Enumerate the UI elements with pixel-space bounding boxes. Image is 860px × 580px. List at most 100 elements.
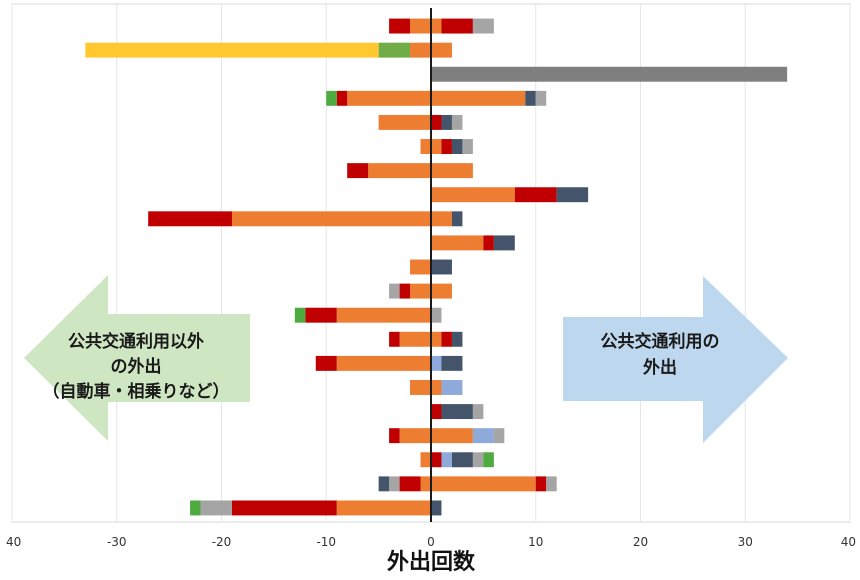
bar-segment-right [493, 235, 515, 251]
bar-segment-left [420, 476, 431, 492]
bar-segment-right [525, 90, 536, 106]
bar-segment-left [200, 500, 232, 516]
x-tick-label: -30 [107, 535, 127, 549]
bar-segment-left [85, 42, 379, 58]
bar-segment-right [431, 114, 442, 130]
bar-segment-left [305, 307, 337, 323]
x-tick-label: 20 [633, 535, 648, 549]
bar-segment-right [431, 163, 473, 179]
bar-segment-right [441, 331, 452, 347]
right-arrow: 公共交通利用の 外出 [563, 276, 788, 443]
bar-segment-right [451, 331, 463, 347]
left-arrow: 公共交通利用以外 の外出 （自動車・相乗りなど） [24, 275, 250, 441]
bar-segment-right [535, 476, 547, 492]
bar-segment-left [336, 307, 431, 323]
bar-segment-right [483, 235, 494, 251]
bar-segment-right [441, 355, 463, 371]
bar-segment-right [441, 452, 452, 468]
bar-segment-left [190, 500, 201, 516]
bar-segment-left [399, 428, 431, 444]
bar-segment-left [347, 163, 369, 179]
bar-segment-right [483, 452, 494, 468]
x-tick-label: 40 [6, 535, 21, 549]
bar-segment-left [410, 18, 431, 34]
bar-segment-left [410, 42, 431, 58]
right-arrow-line-2: 外出 [643, 357, 677, 378]
bar-segment-right [431, 355, 442, 371]
bar-segment-right [431, 476, 536, 492]
bar-segment-left [389, 283, 400, 299]
bar-segment-right [441, 139, 452, 154]
bar-segment-right [451, 211, 463, 227]
gridlines [11, 4, 851, 522]
bar-segment-right [441, 18, 473, 34]
bar-segment-left [420, 139, 431, 154]
x-tick-label: 30 [738, 535, 753, 549]
bar-segment-right [431, 380, 442, 395]
bar-segment-left [378, 42, 411, 58]
bar-segment-left [399, 283, 411, 299]
bar-segment-left [336, 500, 431, 516]
bar-segment-left [315, 355, 337, 371]
bar-segment-left [326, 90, 337, 106]
bar-segment-left [347, 90, 431, 106]
bar-segment-left [231, 500, 337, 516]
bar-segment-right [546, 476, 557, 492]
bar-segment-right [451, 139, 463, 154]
bar-segment-right [431, 428, 473, 444]
bar-segment-right [472, 404, 484, 420]
bar-segment-left [378, 114, 431, 130]
bar-segment-right [451, 114, 463, 130]
bar-segment-left [378, 476, 390, 492]
left-arrow-shape [24, 275, 250, 441]
x-tick-label: 0 [427, 535, 435, 549]
left-arrow-line-3: （自動車・相乗りなど） [43, 381, 230, 402]
bar-segment-left [231, 211, 431, 227]
x-tick-labels: 40 -30 -20 -10 0 10 20 30 40 [6, 535, 856, 549]
bar-segment-right [462, 139, 473, 154]
bar-segment-left [336, 90, 348, 106]
bar-segment-left [410, 259, 431, 275]
bar-segment-right [472, 452, 484, 468]
bar-segment-right [431, 307, 442, 323]
bar-segment-right [451, 452, 473, 468]
bar-segment-left [389, 18, 411, 34]
bar-segment-right [431, 500, 442, 516]
left-arrow-line-2: の外出 [111, 356, 162, 377]
bar-segment-right [441, 404, 473, 420]
bar-segment-left [410, 380, 431, 395]
bar-series [85, 18, 788, 516]
bar-segment-right [514, 187, 557, 203]
bar-segment-right [431, 259, 452, 275]
right-arrow-shape [563, 276, 788, 443]
bar-segment-right [431, 66, 788, 82]
bar-segment-left [399, 476, 421, 492]
bar-segment-right [431, 42, 452, 58]
bar-segment-left [389, 331, 400, 347]
bar-segment-right [441, 114, 452, 130]
bar-segment-right [431, 452, 442, 468]
bar-segment-left [294, 307, 306, 323]
bar-segment-right [431, 404, 442, 420]
bar-segment-right [556, 187, 589, 203]
bar-segment-right [441, 380, 463, 395]
bar-segment-right [493, 428, 505, 444]
x-axis-label: 外出回数 [387, 549, 476, 575]
bar-segment-right [431, 18, 442, 34]
bar-segment-right [472, 18, 494, 34]
bar-segment-left [389, 476, 400, 492]
x-tick-label: 40 [841, 535, 856, 549]
bar-segment-left [148, 211, 232, 227]
bar-segment-right [431, 331, 442, 347]
bar-segment-right [431, 187, 515, 203]
bar-segment-left [368, 163, 431, 179]
bar-segment-right [431, 235, 484, 251]
bar-segment-right [535, 90, 547, 106]
right-arrow-line-1: 公共交通利用の [601, 331, 720, 352]
bar-segment-right [431, 139, 442, 154]
bar-segment-left [399, 331, 431, 347]
left-arrow-line-1: 公共交通利用以外 [68, 331, 204, 352]
bar-segment-left [336, 355, 431, 371]
bar-segment-right [431, 211, 452, 227]
